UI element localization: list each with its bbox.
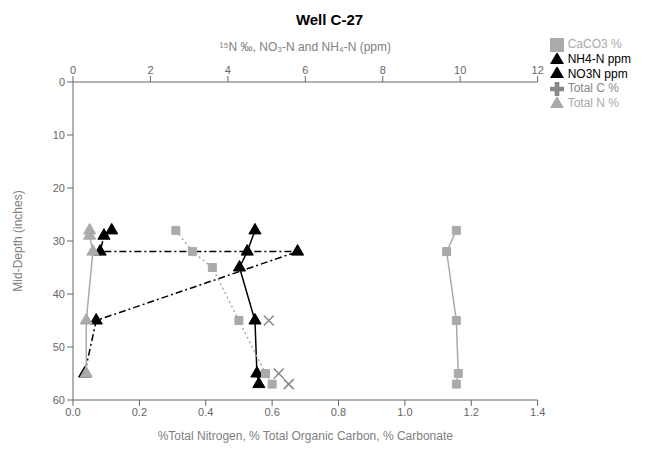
svg-text:4: 4 bbox=[225, 64, 231, 76]
svg-text:10: 10 bbox=[53, 129, 65, 141]
svg-text:40: 40 bbox=[53, 288, 65, 300]
svg-text:1.0: 1.0 bbox=[397, 406, 412, 418]
svg-text:30: 30 bbox=[53, 235, 65, 247]
svg-text:2: 2 bbox=[147, 64, 153, 76]
svg-text:50: 50 bbox=[53, 341, 65, 353]
svg-text:0: 0 bbox=[70, 64, 76, 76]
html-text:Total N %: Total N % bbox=[567, 96, 619, 111]
svg-text:20: 20 bbox=[53, 182, 65, 194]
svg-text:0: 0 bbox=[59, 76, 65, 88]
svg-text:0.4: 0.4 bbox=[198, 406, 213, 418]
svg-text:10: 10 bbox=[454, 64, 466, 76]
html-text:NO3N ppm: NO3N ppm bbox=[567, 66, 628, 81]
html-text:Total C %: Total C % bbox=[567, 81, 619, 96]
svg-text:%Total Nitrogen, % Total Organ: %Total Nitrogen, % Total Organic Carbon,… bbox=[158, 429, 454, 443]
svg-text:1.4: 1.4 bbox=[530, 406, 545, 418]
svg-text:0.8: 0.8 bbox=[331, 406, 346, 418]
html-text:NH4-N ppm: NH4-N ppm bbox=[567, 51, 631, 66]
svg-text:8: 8 bbox=[380, 64, 386, 76]
svg-text:¹⁵N ‰, NO₃-N and NH₄-N (ppm): ¹⁵N ‰, NO₃-N and NH₄-N (ppm) bbox=[220, 40, 391, 54]
svg-text:0.2: 0.2 bbox=[132, 406, 147, 418]
html-text:CaCO3 %: CaCO3 % bbox=[567, 37, 622, 51]
svg-text:12: 12 bbox=[532, 64, 544, 76]
svg-text:1.2: 1.2 bbox=[464, 406, 479, 418]
html-text:Well C-27: Well C-27 bbox=[295, 11, 364, 28]
svg-text:Mid-Depth (inches): Mid-Depth (inches) bbox=[11, 190, 25, 291]
svg-text:0.6: 0.6 bbox=[264, 406, 279, 418]
svg-text:0.0: 0.0 bbox=[65, 406, 80, 418]
svg-text:6: 6 bbox=[302, 64, 308, 76]
svg-text:60: 60 bbox=[53, 394, 65, 406]
